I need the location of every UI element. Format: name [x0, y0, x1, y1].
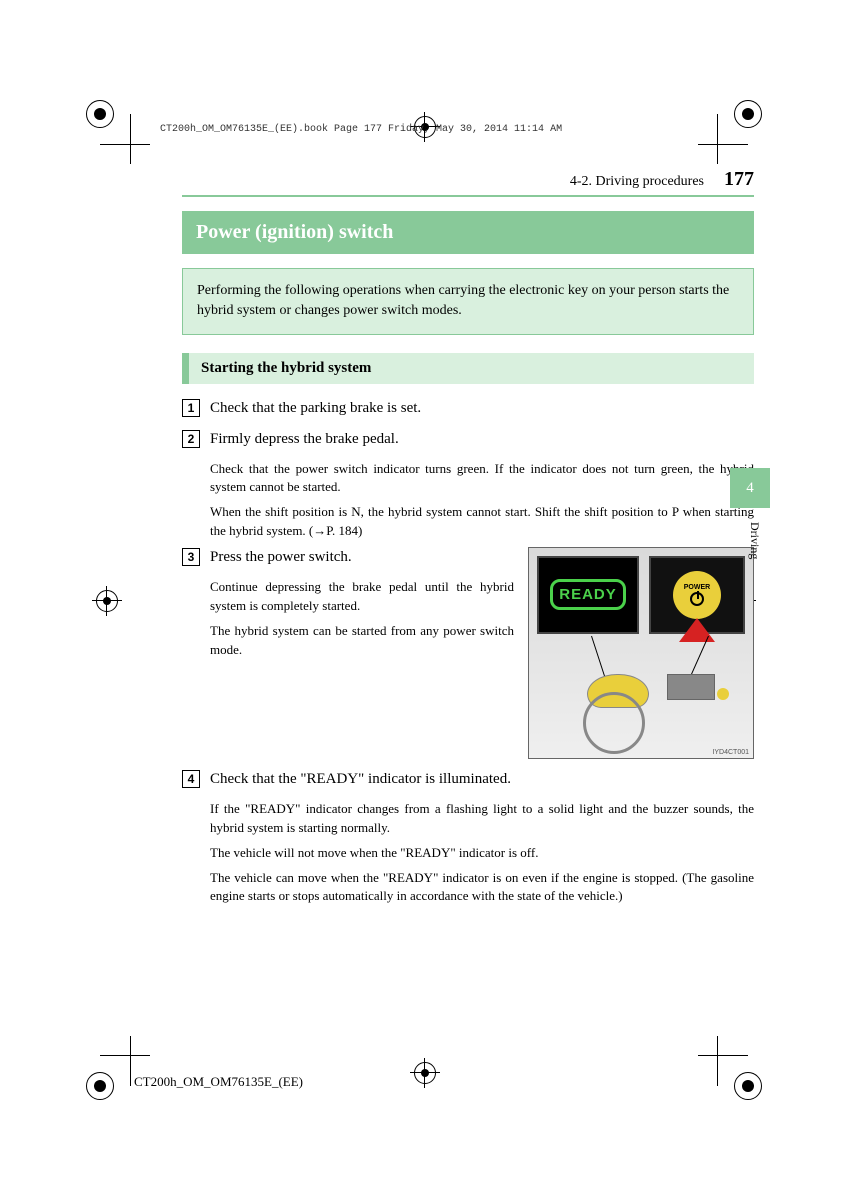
step-3: 3 Press the power switch. [182, 547, 514, 568]
ready-label: READY [550, 579, 626, 610]
step-note: If the "READY" indicator changes from a … [210, 800, 754, 838]
step-text: Check that the "READY" indicator is illu… [210, 769, 754, 790]
power-switch-dot [717, 688, 729, 700]
dashboard-figure: READY POWER IYD4CT001 [528, 547, 754, 759]
crop-target-bottom [414, 1062, 436, 1084]
arrow-up-icon [679, 618, 715, 642]
step-3-row: 3 Press the power switch. Continue depre… [182, 547, 754, 759]
intro-box: Performing the following operations when… [182, 268, 754, 335]
subheading: Starting the hybrid system [182, 353, 754, 384]
footer-code: CT200h_OM_OM76135E_(EE) [134, 1074, 303, 1090]
breadcrumb: 4-2. Driving procedures [570, 174, 704, 190]
step-number: 2 [182, 430, 200, 448]
chapter-number: 4 [746, 480, 754, 497]
page-number: 177 [724, 168, 754, 191]
page-content: 4-2. Driving procedures 177 Power (ignit… [94, 168, 754, 912]
power-label: POWER [684, 584, 710, 591]
ready-indicator-callout: READY [537, 556, 639, 634]
step-note: Continue depressing the brake pedal unti… [210, 578, 514, 616]
crop-mark-tr [702, 100, 762, 160]
step-note: The vehicle will not move when the "READ… [210, 844, 754, 863]
chapter-label: Driving [747, 522, 762, 559]
chapter-tab: 4 [730, 468, 770, 508]
step-4: 4 Check that the "READY" indicator is il… [182, 769, 754, 790]
step-1: 1 Check that the parking brake is set. [182, 398, 754, 419]
step-number: 3 [182, 548, 200, 566]
crop-mark-bl [86, 1040, 146, 1100]
header-meta: CT200h_OM_OM76135E_(EE).book Page 177 Fr… [160, 124, 562, 135]
step-number: 1 [182, 399, 200, 417]
crop-mark-br [702, 1040, 762, 1100]
dashboard-illustration [539, 652, 743, 750]
step-note: Check that the power switch indicator tu… [210, 460, 754, 498]
crop-mark-tl [86, 100, 146, 160]
step-2: 2 Firmly depress the brake pedal. [182, 429, 754, 450]
center-screen-icon [667, 674, 715, 700]
step-note: The vehicle can move when the "READY" in… [210, 869, 754, 907]
power-switch-callout: POWER [649, 556, 745, 634]
step-list: 1 Check that the parking brake is set. 2… [182, 398, 754, 450]
steering-wheel-icon [583, 692, 645, 754]
step-number: 4 [182, 770, 200, 788]
power-icon [690, 592, 704, 606]
page-title: Power (ignition) switch [182, 211, 754, 254]
step-text: Press the power switch. [210, 547, 514, 568]
step-note: The hybrid system can be started from an… [210, 622, 514, 660]
step-list: 4 Check that the "READY" indicator is il… [182, 769, 754, 790]
power-button-icon: POWER [673, 571, 721, 619]
step-text: Check that the parking brake is set. [210, 398, 754, 419]
breadcrumb-row: 4-2. Driving procedures 177 [182, 168, 754, 197]
step-note: When the shift position is N, the hybrid… [210, 503, 754, 541]
figure-code: IYD4CT001 [712, 749, 749, 756]
step-text: Firmly depress the brake pedal. [210, 429, 754, 450]
